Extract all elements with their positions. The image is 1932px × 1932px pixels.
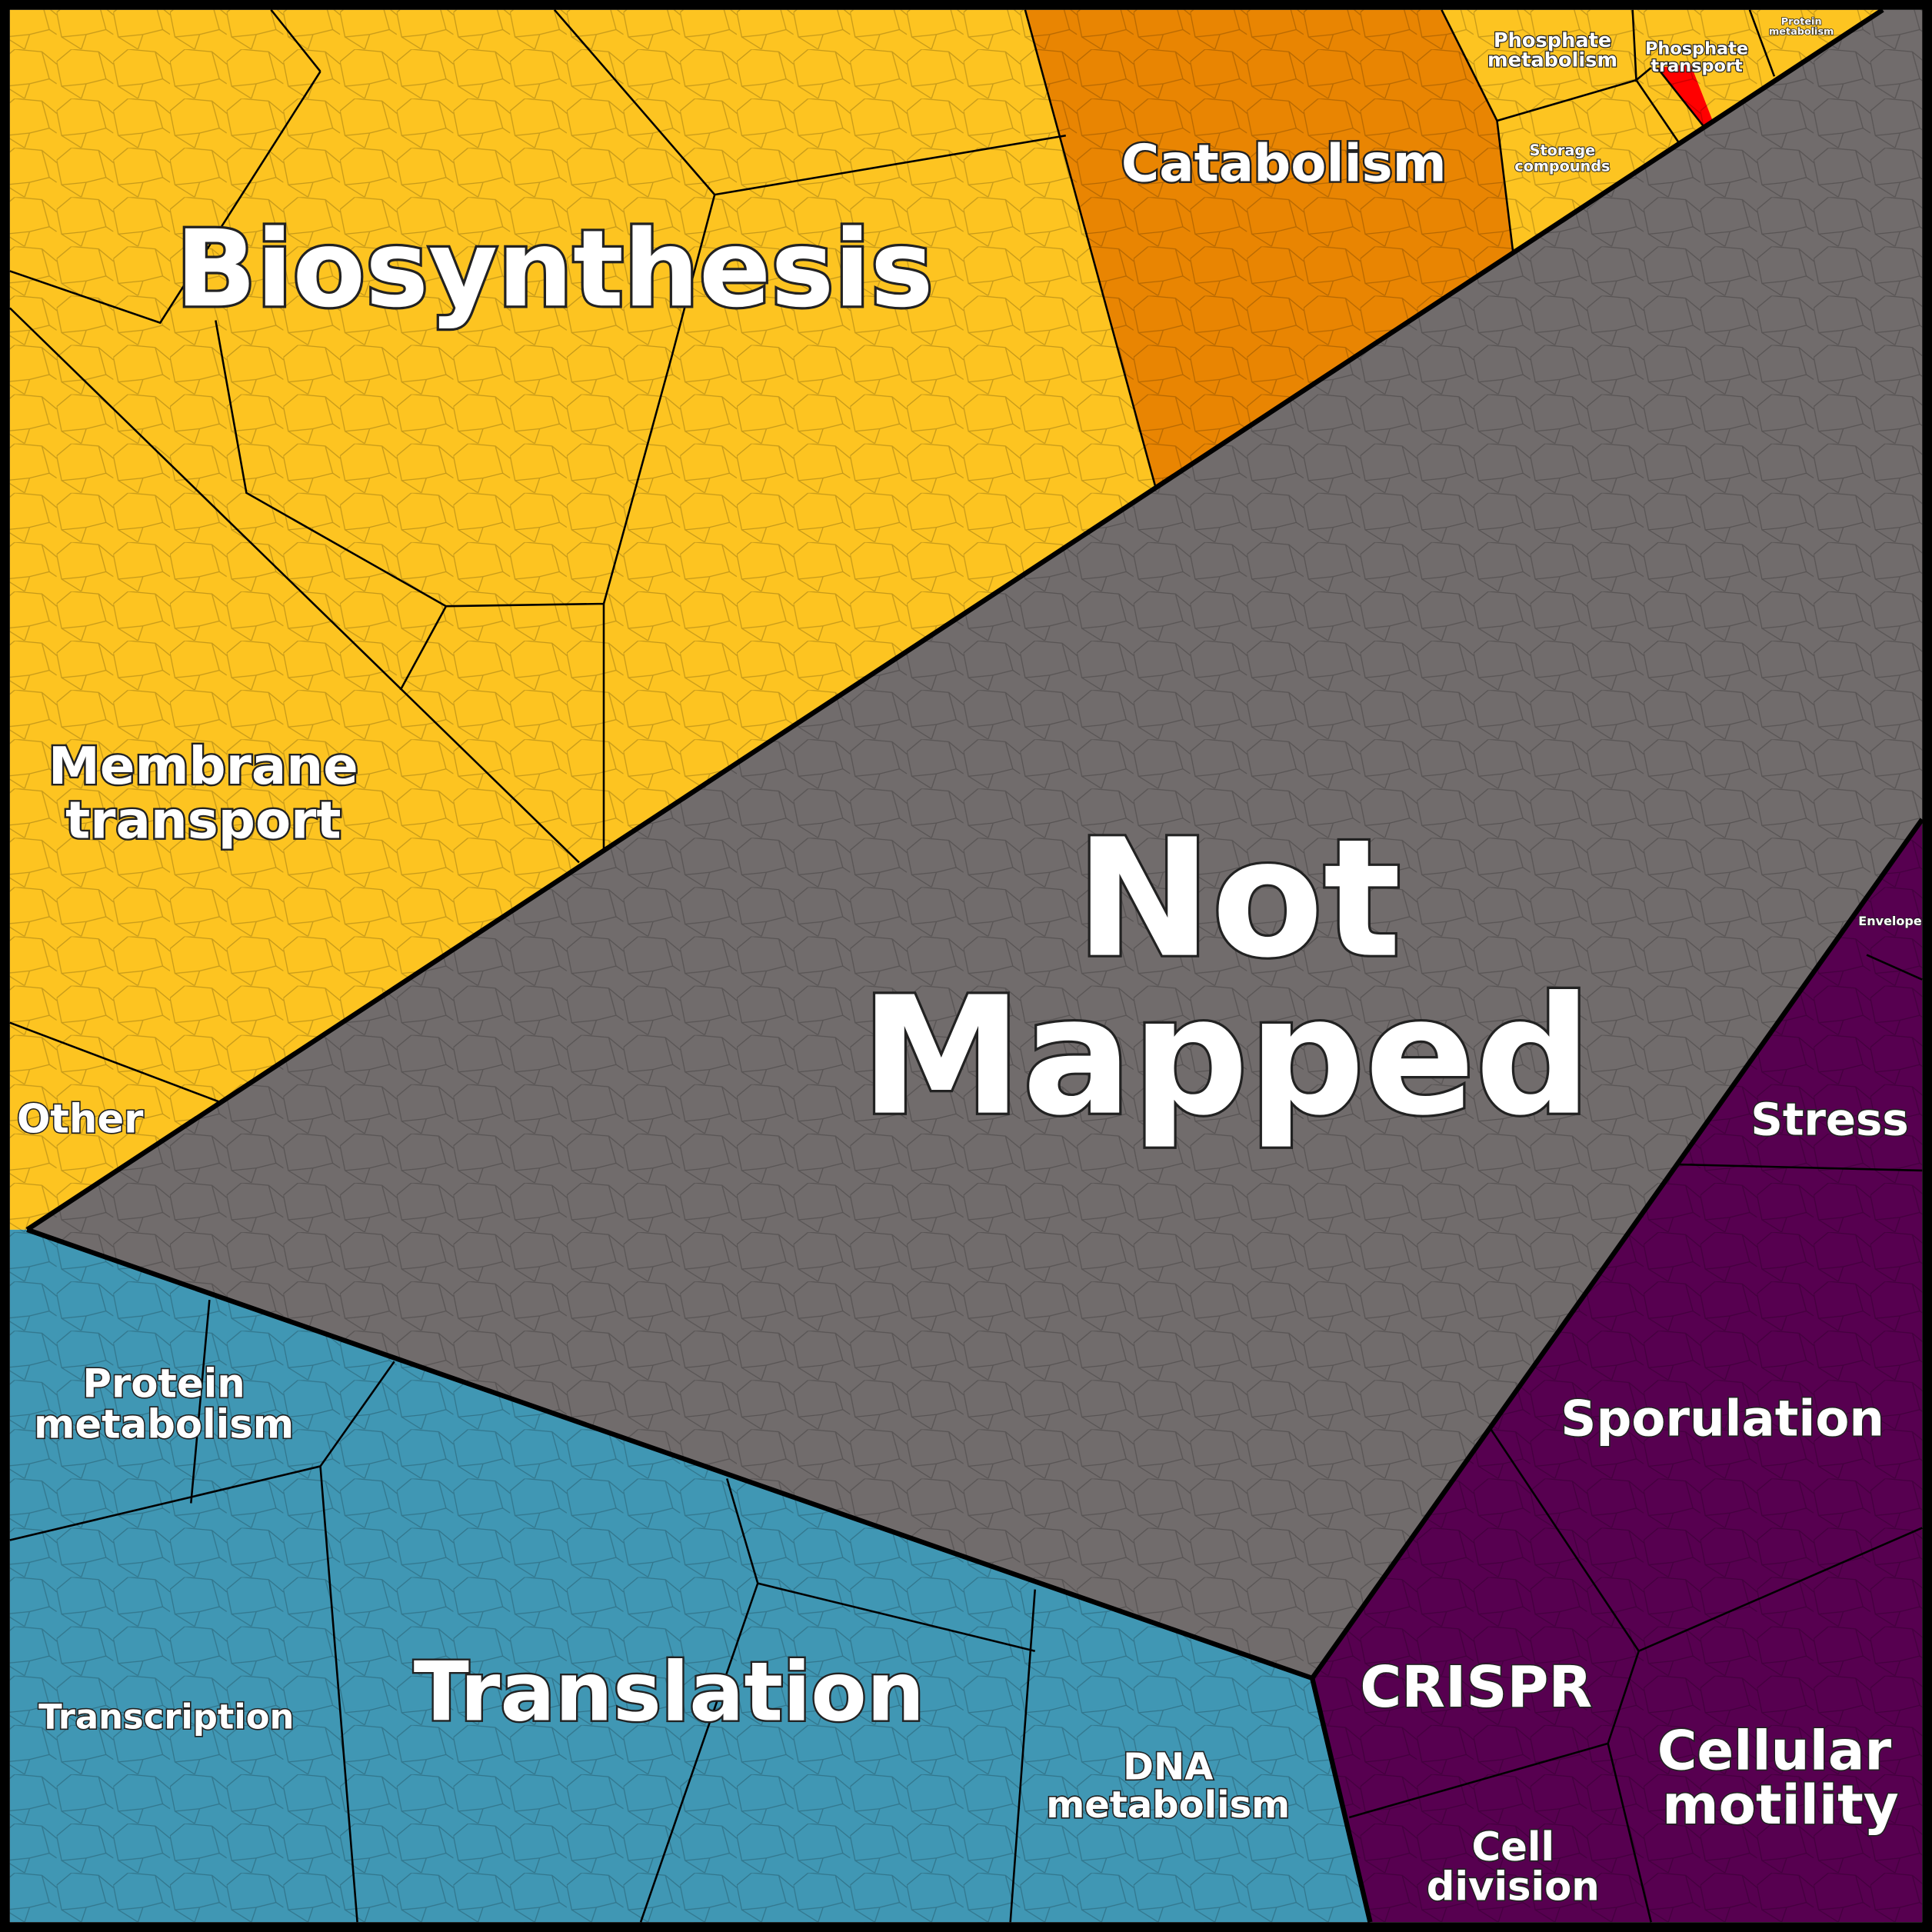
region-label: Cellular motility — [1657, 1720, 1899, 1837]
label-line: Phosphate — [1494, 29, 1611, 52]
region-label: Protein metabolism — [1769, 16, 1834, 38]
group-border — [25, 8, 1924, 1923]
label-line: Envelope — [1858, 914, 1922, 928]
label-line: Cellular — [1657, 1720, 1892, 1783]
label-line: transport — [1651, 56, 1743, 76]
label-line: Sporulation — [1561, 1391, 1884, 1447]
label-line: Not — [1075, 804, 1401, 994]
region-label: DNA metabolism — [1046, 1745, 1290, 1827]
label-line: Membrane — [48, 736, 358, 796]
region-label: Phosphate transport — [1645, 38, 1748, 75]
label-line: metabolism — [1769, 26, 1834, 38]
regions — [9, 9, 1923, 1923]
label-line: Biosynthesis — [175, 208, 933, 331]
label-line: metabolism — [1487, 49, 1617, 72]
region-label: Phosphate metabolism — [1487, 29, 1617, 72]
label-line: Protein — [1781, 16, 1822, 28]
region-label: Not Mapped — [861, 804, 1592, 1151]
label-line: compounds — [1514, 158, 1610, 175]
region-label: Protein metabolism — [34, 1361, 294, 1448]
region-label: Catabolism — [1121, 134, 1447, 194]
label-line: Mapped — [861, 962, 1592, 1151]
region-label: Other — [17, 1096, 144, 1142]
region-label: Transcription — [38, 1697, 294, 1737]
label-line: division — [1427, 1864, 1600, 1910]
label-line: Other — [17, 1096, 144, 1142]
label-line: Stress — [1750, 1093, 1908, 1145]
region-label: Translation — [414, 1644, 924, 1739]
divider — [9, 1300, 1036, 1923]
label-line: Cell — [1472, 1824, 1555, 1870]
region-label: Membrane transport — [48, 736, 358, 850]
label-line: Transcription — [38, 1697, 294, 1737]
label-line: transport — [65, 790, 341, 850]
label-line: DNA — [1123, 1745, 1213, 1788]
region-label: Storage compounds — [1514, 142, 1610, 175]
label-line: Protein — [82, 1361, 245, 1407]
divider — [1348, 954, 1923, 1923]
divider — [1024, 9, 1776, 488]
label-line: Translation — [414, 1644, 924, 1739]
region-label: Biosynthesis — [175, 208, 933, 331]
region-label: Cell division — [1427, 1824, 1600, 1910]
label-line: Phosphate — [1645, 38, 1748, 58]
label-line: metabolism — [34, 1402, 294, 1448]
label-line: CRISPR — [1360, 1655, 1592, 1720]
label-line: Catabolism — [1121, 134, 1447, 194]
region-label: Stress — [1750, 1093, 1908, 1145]
label-line: metabolism — [1046, 1784, 1290, 1827]
region-label: CRISPR — [1360, 1655, 1592, 1720]
cell-texture — [9, 9, 1923, 1923]
label-line: motility — [1662, 1774, 1899, 1837]
region-label: Envelope — [1858, 914, 1922, 928]
label-line: Storage — [1530, 142, 1595, 159]
region-label: Sporulation — [1561, 1391, 1884, 1447]
divider — [8, 8, 1066, 1104]
labels: Biosynthesis Membrane transport Other Cat… — [15, 15, 1922, 1911]
